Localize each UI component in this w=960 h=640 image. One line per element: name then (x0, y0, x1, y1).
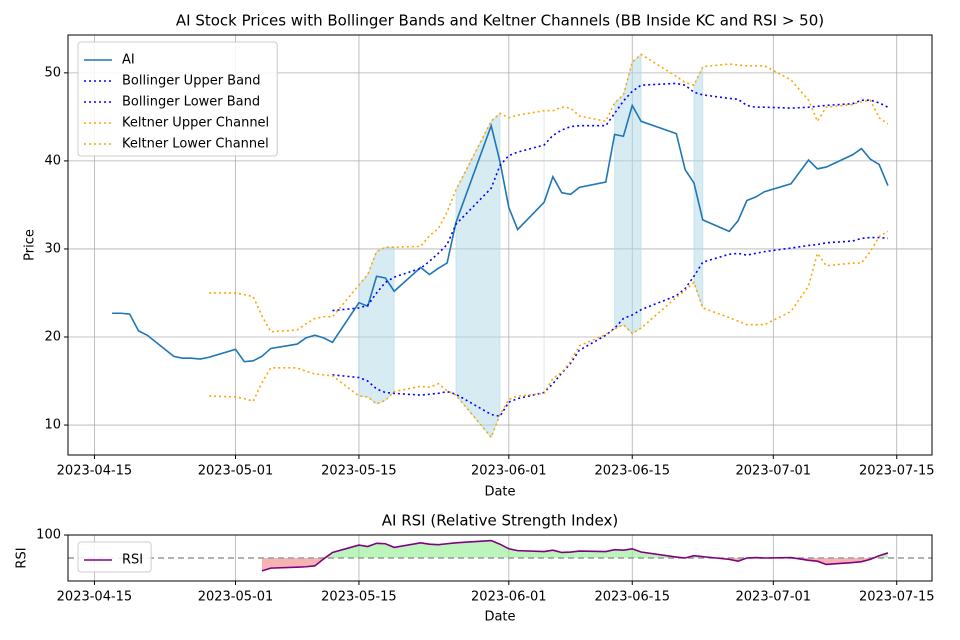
axes: AI Stock Prices with Bollinger Bands and… (23, 12, 935, 500)
chart-title: AI Stock Prices with Bollinger Bands and… (176, 12, 824, 30)
chart-title: AI RSI (Relative Strength Index) (382, 512, 619, 530)
y-axis-label: RSI (15, 547, 30, 568)
rsi-above-fill (261, 540, 888, 558)
legend-box (77, 541, 152, 573)
legend: RSI (77, 541, 152, 573)
x-tick-label: 2023-05-15 (321, 464, 397, 479)
y-tick-label: 20 (44, 330, 61, 345)
legend-label: Keltner Lower Channel (122, 137, 269, 152)
x-tick-label: 2023-05-15 (321, 590, 397, 605)
legend-label: Keltner Upper Channel (122, 116, 269, 131)
x-tick-label: 2023-04-15 (57, 590, 133, 605)
axes-frame (67, 534, 933, 582)
x-tick-label: 2023-04-15 (57, 464, 133, 479)
y-tick-label: 50 (44, 65, 61, 80)
series-line (332, 236, 888, 418)
legend-label: Bollinger Upper Band (122, 74, 261, 89)
y-axis-label: Price (23, 229, 38, 261)
x-tick-label: 2023-07-01 (736, 590, 812, 605)
x-tick-label: 2023-07-15 (859, 464, 935, 479)
x-tick-label: 2023-06-15 (594, 464, 670, 479)
x-tick-label: 2023-06-01 (471, 464, 547, 479)
series-line (261, 539, 889, 572)
axes-frame (67, 34, 933, 456)
axes: AI RSI (Relative Strength Index) Date RSI 2… (15, 512, 935, 625)
x-tick-label: 2023-05-01 (198, 590, 274, 605)
x-axis-label: Date (484, 485, 515, 500)
legend-label: AI (122, 53, 135, 68)
y-tick-label: 10 (44, 418, 61, 433)
x-tick-label: 2023-06-01 (471, 590, 547, 605)
legend-label: RSI (122, 553, 143, 568)
legend-label: Bollinger Lower Band (122, 95, 260, 110)
x-axis-label: Date (484, 610, 515, 625)
x-tick-label: 2023-05-01 (198, 464, 274, 479)
y-tick-label: 30 (44, 241, 61, 256)
series-line (209, 53, 889, 333)
y-tick-label: 40 (44, 153, 61, 168)
rsi-below-fill (261, 558, 888, 571)
x-tick-label: 2023-07-01 (736, 464, 812, 479)
x-tick-label: 2023-07-15 (859, 590, 935, 605)
x-tick-label: 2023-06-15 (594, 590, 670, 605)
legend-box (77, 41, 278, 157)
series-line (112, 103, 889, 363)
series-line (332, 82, 889, 312)
legend: AI Bollinger Upper Band Bollinger Lower Ba… (77, 41, 278, 157)
y-tick-label: 100 (36, 528, 61, 543)
